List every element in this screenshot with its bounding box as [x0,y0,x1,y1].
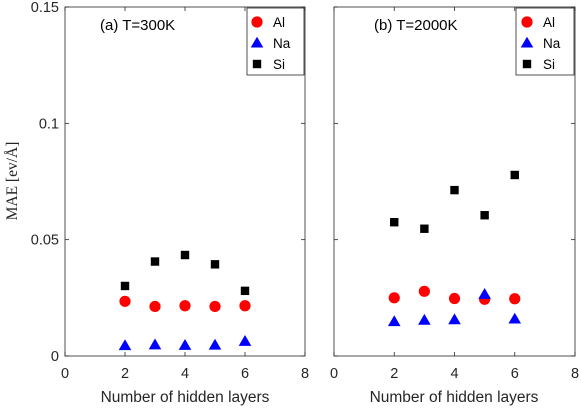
na-point [387,315,401,327]
al-point [418,285,430,297]
y-tick-label: 0 [51,349,59,365]
si-point [480,211,489,220]
na-point [208,338,222,350]
y-tick-label: 0.05 [31,233,59,249]
si-point [150,257,160,266]
panel-a: 0 2 4 6 8 0 0.05 0.1 0.15 (a) T=300K Al Na Si Numb… [31,0,309,406]
na-point [118,339,132,351]
legend-na-label: Na [273,36,291,51]
legend-al-marker [521,16,533,28]
si-point [210,260,220,269]
x-tick-label: 0 [61,366,69,382]
panel-a-markers [118,250,252,351]
x-tick-label: 8 [301,366,309,382]
y-tick-label: 0.15 [31,0,59,16]
si-point [390,218,399,227]
si-point [240,286,250,296]
panel-a-title: (a) T=300K [100,17,175,34]
x-tick-label: 4 [181,366,189,382]
legend-na-label: Na [543,36,561,51]
si-point [180,250,190,260]
x-tick-label: 0 [330,366,338,382]
panel-a-x-axis-title: Number of hidden layers [101,389,270,406]
al-point [239,300,251,312]
x-tick-label: 4 [450,366,458,382]
panel-b: 0 2 4 6 8 (b) T=2000K Al Na Si Number of hidde… [330,6,579,406]
si-point [450,185,459,195]
al-point [119,295,131,307]
panel-b-ticks: 0 2 4 6 8 [330,6,579,382]
al-point [448,292,461,305]
legend-na-marker [250,36,264,48]
si-point [510,170,519,180]
legend-al-marker [251,16,263,28]
panel-b-markers [387,170,522,327]
panel-b-x-axis-title: Number of hidden layers [370,389,539,406]
al-point [209,300,221,313]
x-tick-label: 2 [390,366,398,382]
panel-b-title: (b) T=2000K [374,17,458,34]
na-point [478,288,491,299]
na-point [508,312,522,324]
al-point [179,300,191,312]
x-tick-label: 6 [511,366,519,382]
legend-al-label: Al [543,15,555,30]
x-tick-label: 2 [121,366,129,382]
y-axis-title: MAE [ev/Å] [4,142,21,221]
na-point [448,313,461,325]
al-point [149,300,161,313]
legend-si-label: Si [273,57,285,72]
legend-na-marker [520,36,534,48]
legend-si-marker [522,59,532,69]
na-point [418,313,431,325]
panel-a-legend: Al Na Si [246,7,305,76]
x-tick-label: 6 [241,366,249,382]
panel-b-legend: Al Na Si [515,7,575,76]
x-tick-label: 8 [571,366,579,382]
na-point [148,338,162,350]
al-point [388,292,400,304]
panel-a-ticks: 0 2 4 6 8 0 0.05 0.1 0.15 [31,0,309,382]
legend-al-label: Al [273,15,285,30]
si-point [120,281,130,291]
legend-si-label: Si [543,57,555,72]
na-point [238,335,252,346]
al-point [509,293,521,305]
legend-si-marker [252,59,262,69]
na-point [178,338,192,350]
si-point [420,224,429,233]
y-tick-label: 0.1 [39,116,59,132]
